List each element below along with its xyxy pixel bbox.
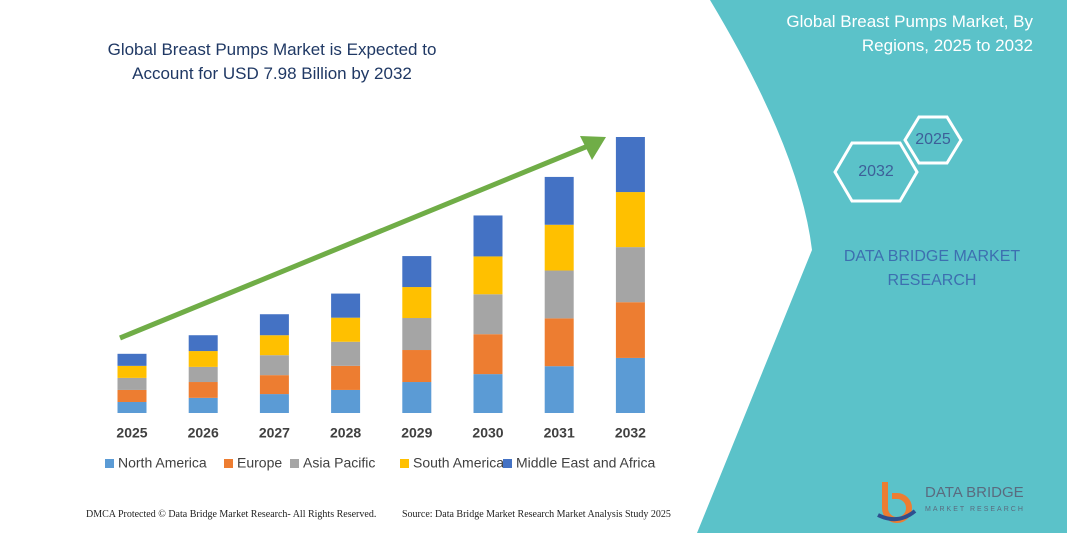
bar-segment bbox=[615, 192, 645, 248]
bar-segment bbox=[473, 334, 503, 375]
chart-title: Global Breast Pumps Market is Expected t… bbox=[107, 40, 437, 83]
bar-segment bbox=[544, 270, 574, 319]
bar-segment bbox=[331, 389, 361, 413]
logo-tagline: MARKET RESEARCH bbox=[925, 506, 1025, 513]
bar-segment bbox=[544, 176, 574, 225]
bar-segment bbox=[188, 366, 218, 383]
bar-segment bbox=[544, 366, 574, 413]
x-tick-label: 2031 bbox=[544, 425, 575, 441]
bar-segment bbox=[259, 314, 289, 336]
logo-mark bbox=[877, 509, 917, 522]
x-tick-label: 2025 bbox=[116, 425, 147, 441]
x-tick-label: 2029 bbox=[401, 425, 432, 441]
bar-segment bbox=[259, 394, 289, 413]
bar-segment bbox=[188, 382, 218, 398]
legend-label: Middle East and Africa bbox=[516, 455, 656, 471]
x-tick-label: 2028 bbox=[330, 425, 361, 441]
legend-swatch bbox=[290, 459, 299, 468]
bar-segment bbox=[117, 389, 147, 402]
footer-right: Source: Data Bridge Market Research Mark… bbox=[402, 509, 671, 520]
bar-segment bbox=[331, 293, 361, 318]
bar-segment bbox=[117, 365, 147, 378]
legend-swatch bbox=[400, 459, 409, 468]
logo-name: DATA BRIDGE bbox=[925, 484, 1024, 501]
bar-segment bbox=[188, 335, 218, 352]
x-tick-label: 2030 bbox=[472, 425, 503, 441]
bar-segment bbox=[402, 256, 432, 288]
bar-segment bbox=[402, 318, 432, 351]
legend-label: Europe bbox=[237, 455, 282, 471]
bar-segment bbox=[544, 318, 574, 367]
bar-segment bbox=[402, 382, 432, 413]
plot: 2025 2026 2027 2028 2029 2030 2031 2032 North Am… bbox=[105, 137, 656, 471]
bar-segment bbox=[331, 365, 361, 390]
bar-segment bbox=[473, 256, 503, 295]
arrow-head bbox=[580, 136, 606, 160]
bar-segment bbox=[188, 397, 218, 413]
bar-segment bbox=[117, 377, 147, 390]
bar-segment bbox=[117, 353, 147, 366]
hexagon-label: 2025 bbox=[915, 131, 951, 148]
brand: DATA BRIDGE MARKET RESEARCH bbox=[843, 248, 1021, 289]
hexagon-label: 2032 bbox=[858, 163, 894, 180]
bar-segment bbox=[544, 224, 574, 271]
bar-segment bbox=[331, 317, 361, 342]
trend-arrow bbox=[119, 143, 589, 341]
bar-segment bbox=[473, 374, 503, 413]
bar-segment bbox=[473, 215, 503, 257]
legend-label: South America bbox=[413, 455, 504, 471]
bar-segment bbox=[615, 302, 645, 358]
bar-segment bbox=[402, 287, 432, 319]
side-panel bbox=[697, 0, 1067, 533]
x-tick-label: 2032 bbox=[615, 425, 646, 441]
bar-segment bbox=[615, 247, 645, 303]
bar-segment bbox=[259, 335, 289, 356]
legend-swatch bbox=[503, 459, 512, 468]
panel-title: Global Breast Pumps Market, By Regions, … bbox=[786, 12, 1033, 55]
bar-segment bbox=[615, 357, 645, 413]
bar-segment bbox=[615, 137, 645, 193]
bar-segment bbox=[117, 401, 147, 413]
bar-segment bbox=[188, 351, 218, 367]
legend-swatch bbox=[105, 459, 114, 468]
hexagon bbox=[903, 115, 963, 165]
bar-segment bbox=[259, 355, 289, 376]
hexagon bbox=[833, 141, 919, 203]
bar-segment bbox=[473, 294, 503, 335]
legend-swatch bbox=[224, 459, 233, 468]
x-tick-label: 2026 bbox=[188, 425, 219, 441]
legend-label: North America bbox=[118, 455, 207, 471]
bar-segment bbox=[402, 350, 432, 383]
footer-left: DMCA Protected © Data Bridge Market Rese… bbox=[86, 509, 377, 520]
bar-segment bbox=[259, 375, 289, 395]
x-tick-label: 2027 bbox=[259, 425, 290, 441]
legend-label: Asia Pacific bbox=[303, 455, 375, 471]
bar-segment bbox=[331, 341, 361, 366]
